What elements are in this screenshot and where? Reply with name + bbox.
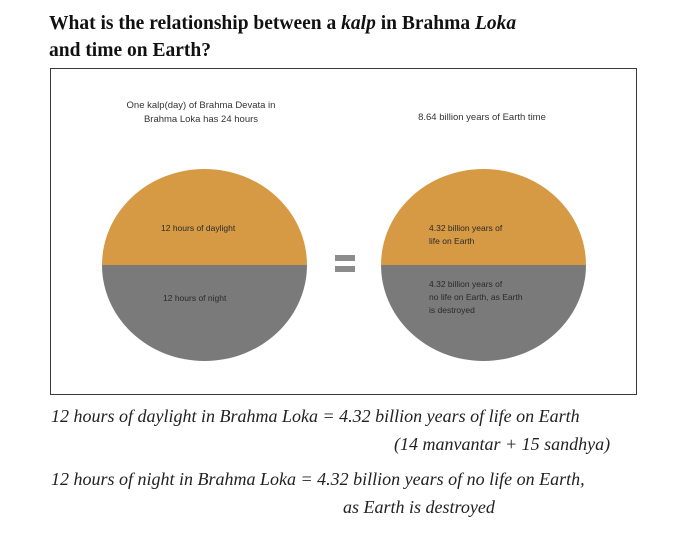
night-label: 12 hours of night: [163, 293, 227, 303]
life-label-line2: life on Earth: [429, 236, 475, 246]
right-caption: 8.64 billion years of Earth time: [418, 112, 546, 123]
no-life-half: [381, 265, 586, 361]
life-label-line1: 4.32 billion years of: [429, 223, 503, 233]
life-label: 4.32 billion years of life on Earth: [429, 222, 502, 248]
title-line2: and time on Earth?: [49, 40, 211, 61]
statement-day-detail: (14 manvantar + 15 sandhya): [394, 434, 611, 454]
title-loka: Loka: [474, 13, 517, 34]
title-kalp: kalp: [341, 13, 376, 34]
title-middle: in Brahma: [375, 13, 475, 34]
life-half: [381, 169, 586, 265]
no-life-label: 4.32 billion years of no life on Earth, …: [429, 278, 523, 317]
equals-bar-bottom: [335, 266, 355, 272]
daylight-label: 12 hours of daylight: [161, 223, 236, 233]
equals-sign: [335, 255, 355, 272]
page-title: What is the relationship between a kalp …: [49, 10, 649, 64]
left-caption: One kalp(day) of Brahma Devata in Brahma…: [106, 99, 296, 127]
no-life-label-line1: 4.32 billion years of: [429, 279, 503, 289]
statement-night-detail: as Earth is destroyed: [343, 497, 495, 517]
daylight-half: [102, 169, 307, 265]
statement-day: 12 hours of daylight in Brahma Loka = 4.…: [51, 406, 580, 426]
equals-bar-top: [335, 255, 355, 261]
brahma-day-circle: 12 hours of daylight 12 hours of night: [102, 169, 307, 361]
diagram-frame: One kalp(day) of Brahma Devata in Brahma…: [50, 68, 637, 395]
earth-time-circle: 4.32 billion years of life on Earth 4.32…: [381, 169, 586, 361]
left-caption-line2: Brahma Loka has 24 hours: [143, 114, 259, 125]
no-life-label-line2: no life on Earth, as Earth: [429, 292, 523, 302]
title-prefix: What is the relationship between a: [49, 13, 342, 34]
night-half: [102, 265, 307, 361]
left-caption-line1: One kalp(day) of Brahma Devata in: [126, 100, 276, 111]
no-life-label-line3: is destroyed: [429, 305, 475, 315]
statement-night: 12 hours of night in Brahma Loka = 4.32 …: [51, 469, 585, 489]
